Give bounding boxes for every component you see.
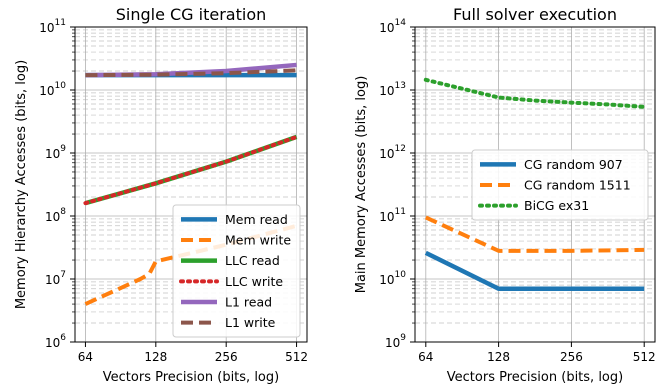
legend: Mem read Mem write LLC read LLC write L1 rea…: [172, 204, 301, 338]
series-line-bicg-ex31: [423, 77, 647, 109]
x-tick-label: 64: [418, 350, 433, 364]
chart-1: 106 107 108 109 1010 1011 64 128 256 512 Single CG…: [14, 5, 308, 385]
x-tick-label: 64: [78, 350, 93, 364]
y-tick-label: 1011: [39, 18, 66, 35]
x-axis: 64 128 256 512: [78, 342, 308, 364]
series-group: [423, 77, 647, 292]
y-tick-label: 1010: [379, 270, 406, 287]
series-line-l1-read: [85, 62, 297, 78]
legend-label: LLC write: [225, 274, 283, 289]
chart-title: Full solver execution: [453, 5, 617, 24]
legend-label: CG random 1511: [524, 178, 631, 193]
x-axis-title: Vectors Precision (bits, log): [447, 370, 623, 385]
y-tick-label: 109: [45, 144, 66, 161]
x-tick-label: 128: [487, 350, 510, 364]
x-tick-label: 512: [285, 350, 308, 364]
chart-2: 109 1010 1011 1012 1013 1014 64 128 256 512 Full s…: [354, 5, 656, 385]
y-tick-label: 1011: [379, 207, 406, 224]
y-tick-label: 107: [45, 270, 66, 287]
legend-label: LLC read: [225, 253, 280, 268]
legend-label: Mem read: [225, 212, 288, 227]
y-axis-title: Memory Hierarchy Accesses (bits, log): [14, 60, 29, 309]
y-axis: 109 1010 1011 1012 1013 1014: [379, 18, 415, 350]
x-tick-label: 256: [215, 350, 238, 364]
y-tick-label: 108: [45, 207, 66, 224]
legend-label: L1 write: [225, 315, 276, 330]
y-axis: 106 107 108 109 1010 1011: [39, 18, 75, 350]
y-axis-title: Main Memory Accesses (bits, log): [354, 76, 369, 294]
legend-label: CG random 907: [524, 157, 623, 172]
x-tick-label: 256: [560, 350, 583, 364]
x-tick-label: 128: [144, 350, 167, 364]
legend-box: [471, 149, 649, 221]
x-tick-label: 512: [633, 350, 656, 364]
legend-label: L1 read: [225, 295, 272, 310]
plot-frame: [414, 26, 656, 343]
y-tick-label: 1010: [39, 81, 66, 98]
x-axis: 64 128 256 512: [418, 342, 656, 364]
chart-title: Single CG iteration: [116, 5, 267, 24]
series-line-llc-write: [83, 134, 299, 206]
y-tick-label: 106: [45, 333, 66, 350]
y-tick-label: 1012: [379, 144, 406, 161]
y-tick-label: 1014: [379, 18, 406, 35]
x-axis-title: Vectors Precision (bits, log): [103, 370, 279, 385]
series-line-cg-random-1511: [424, 215, 645, 253]
legend: CG random 907 CG random 1511 BiCG ex31: [471, 149, 649, 221]
y-tick-label: 1013: [379, 81, 406, 98]
legend-label: Mem write: [225, 233, 291, 248]
y-tick-label: 109: [385, 333, 406, 350]
series-line-cg-random-907: [424, 250, 645, 292]
plot-frame: [74, 26, 308, 343]
legend-label: BiCG ex31: [524, 198, 589, 213]
